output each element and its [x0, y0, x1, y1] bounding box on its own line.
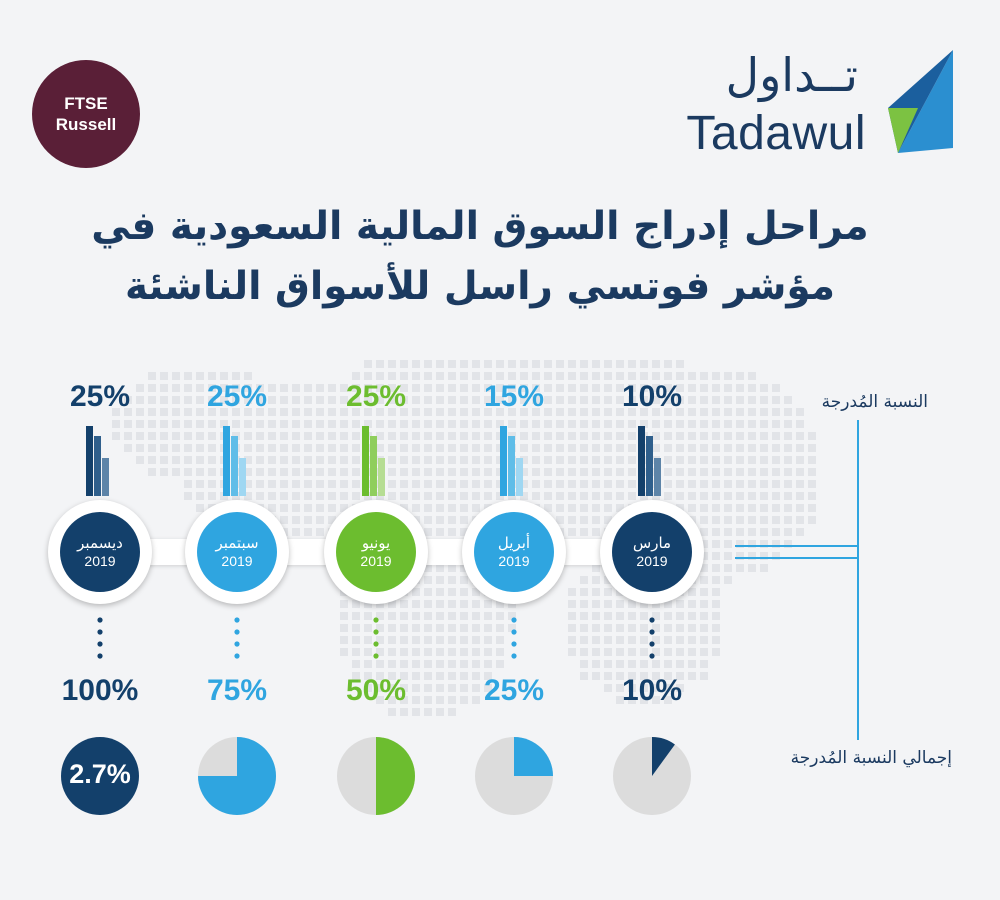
- stage-bar: [508, 436, 515, 496]
- stage-weight-label: النسبة المُدرجة: [821, 392, 928, 412]
- dotted-connector: [234, 653, 240, 659]
- dotted-connector: [649, 653, 655, 659]
- node-month: أبريل: [497, 534, 531, 552]
- stage-bar: [646, 436, 653, 496]
- pie-slice: [376, 737, 415, 815]
- node-year: 2019: [636, 553, 668, 569]
- title-line-1: مراحل إدراج السوق المالية السعودية في: [91, 204, 869, 249]
- node-month: سبتمبر: [215, 534, 259, 552]
- dotted-connector: [373, 629, 379, 635]
- node-month: يونيو: [361, 534, 391, 552]
- timeline-node-fill: مارس 2019: [612, 512, 692, 592]
- dotted-connector: [373, 617, 379, 623]
- total-pct-label: 75%: [206, 674, 268, 707]
- stage-bar: [94, 436, 101, 496]
- dotted-connector: [511, 653, 517, 659]
- dotted-connector: [97, 641, 103, 647]
- dotted-connector: [511, 617, 517, 623]
- stage-bar: [231, 436, 238, 496]
- stage-bar: [239, 458, 246, 496]
- timeline-node-fill: يونيو 2019: [336, 512, 416, 592]
- timeline-node: مارس 2019: [600, 500, 704, 604]
- dotted-connector: [97, 653, 103, 659]
- node-year: 2019: [360, 553, 392, 569]
- pie-slice: [514, 737, 553, 776]
- pie-slice: [198, 737, 276, 815]
- dotted-connector: [97, 617, 103, 623]
- dotted-connector: [649, 617, 655, 623]
- timeline-node-fill: سبتمبر 2019: [197, 512, 277, 592]
- dotted-connector: [649, 629, 655, 635]
- timeline-node: ديسمبر 2019: [48, 500, 152, 604]
- pie-slice: [61, 737, 139, 815]
- dotted-connector: [97, 629, 103, 635]
- dotted-connector: [234, 641, 240, 647]
- timeline-node: أبريل 2019: [462, 500, 566, 604]
- total-pct-label: 10%: [621, 674, 683, 707]
- timeline-node-fill: ديسمبر 2019: [60, 512, 140, 592]
- timeline-node-fill: أبريل 2019: [474, 512, 554, 592]
- total-pct-label: 50%: [345, 674, 407, 707]
- ftse-russell-badge: FTSE Russell: [32, 60, 140, 168]
- stage-pct-label: 10%: [621, 380, 683, 413]
- node-month: ديسمبر: [77, 534, 123, 552]
- stage-pct-label: 15%: [483, 380, 545, 413]
- dotted-connector: [373, 641, 379, 647]
- stage-bar: [370, 436, 377, 496]
- stage-bar: [102, 458, 109, 496]
- logo-english-text: Tadawul: [686, 107, 866, 160]
- pie-slice: [652, 737, 675, 776]
- stage-bar: [500, 426, 507, 496]
- title-line-2: مؤشر فوتسي راسل للأسواق الناشئة: [124, 264, 836, 309]
- total-pct-label: 25%: [483, 674, 545, 707]
- stage-pct-label: 25%: [206, 380, 268, 413]
- total-pct-label: 100%: [61, 674, 139, 707]
- tadawul-logo: تــداول Tadawul: [686, 48, 958, 163]
- node-year: 2019: [498, 553, 530, 569]
- dotted-connector: [649, 641, 655, 647]
- stage-bar: [638, 426, 645, 496]
- stage-pct-label: 25%: [69, 380, 131, 413]
- stage-pct-label: 25%: [345, 380, 407, 413]
- timeline-node: يونيو 2019: [324, 500, 428, 604]
- node-year: 2019: [221, 553, 253, 569]
- node-year: 2019: [84, 553, 116, 569]
- dotted-connector: [511, 641, 517, 647]
- timeline-node: سبتمبر 2019: [185, 500, 289, 604]
- badge-line-1: FTSE: [64, 94, 108, 113]
- node-month: مارس: [632, 534, 672, 552]
- stage-bar: [223, 426, 230, 496]
- dotted-connector: [373, 653, 379, 659]
- stage-bar: [378, 458, 385, 496]
- dotted-connector: [511, 629, 517, 635]
- badge-line-2: Russell: [55, 115, 117, 134]
- stage-bar: [516, 458, 523, 496]
- dotted-connector: [234, 629, 240, 635]
- dotted-connector: [234, 617, 240, 623]
- stage-bar: [654, 458, 661, 496]
- stage-bar: [362, 426, 369, 496]
- tadawul-mark-icon: [888, 50, 953, 153]
- total-weight-value: 2.7%: [69, 759, 131, 789]
- logo-arabic-text: تــداول: [725, 48, 858, 102]
- cumulative-weight-label: إجمالي النسبة المُدرجة: [790, 748, 952, 768]
- stage-bar: [86, 426, 93, 496]
